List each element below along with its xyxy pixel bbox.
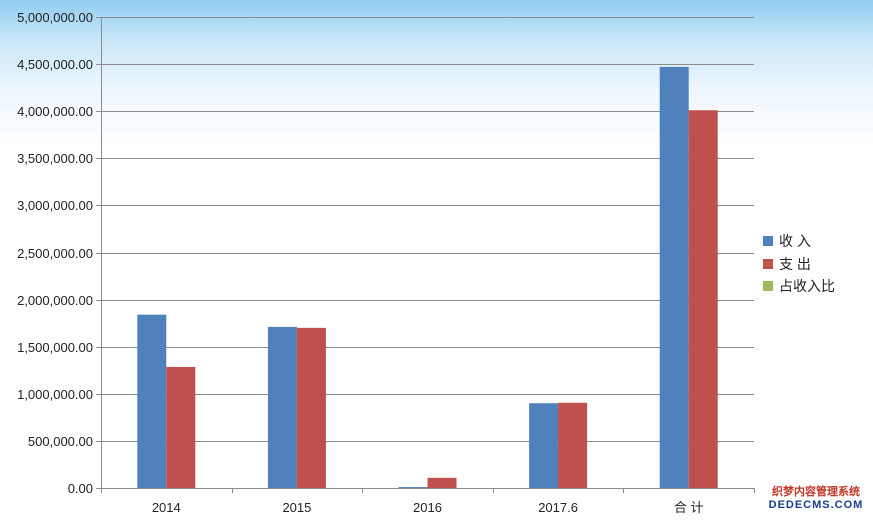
y-axis-ticks: 0.00 500,000.00 1,000,000.00 1,500,000.00 2,… xyxy=(17,10,101,496)
legend-label-income: 收 入 xyxy=(779,233,811,250)
y-tick-label: 5,000,000.00 xyxy=(17,10,93,25)
legend-swatch-ratio xyxy=(763,281,773,292)
bar-income xyxy=(529,403,559,488)
bar-expense xyxy=(427,477,457,488)
bar-expense xyxy=(296,327,326,488)
legend: 收 入 支 出 占收入比 xyxy=(763,230,835,298)
legend-swatch-expense xyxy=(763,258,773,269)
watermark-line2: DEDECMS.COM xyxy=(768,499,864,511)
x-tick-label: 2016 xyxy=(413,500,442,515)
y-tick-label: 2,000,000.00 xyxy=(17,293,93,308)
bar-expense xyxy=(558,402,588,488)
y-tick-label: 2,500,000.00 xyxy=(17,246,93,261)
legend-item-expense: 支 出 xyxy=(763,253,835,276)
legend-item-income: 收 入 xyxy=(763,230,835,253)
legend-label-expense: 支 出 xyxy=(779,255,811,272)
bar-income xyxy=(267,326,297,488)
y-tick-label: 1,500,000.00 xyxy=(17,340,93,355)
axes xyxy=(101,17,754,489)
legend-item-ratio: 占收入比 xyxy=(763,275,835,298)
y-tick-label: 4,000,000.00 xyxy=(17,104,93,119)
bars xyxy=(137,66,718,489)
bar-income xyxy=(659,66,689,489)
legend-label-ratio: 占收入比 xyxy=(779,278,835,295)
x-tick-label: 合 计 xyxy=(674,500,704,515)
x-tick-label: 2015 xyxy=(282,500,311,515)
legend-swatch-income xyxy=(763,236,773,247)
y-tick-label: 4,500,000.00 xyxy=(17,57,93,72)
x-tick-label: 2017.6 xyxy=(538,500,578,515)
bar-expense xyxy=(166,366,196,488)
bar-income xyxy=(137,314,167,488)
y-tick-label: 3,000,000.00 xyxy=(17,198,93,213)
gridlines xyxy=(101,17,754,442)
y-tick-label: 3,500,000.00 xyxy=(17,151,93,166)
y-tick-label: 500,000.00 xyxy=(28,434,93,449)
x-tick-label: 2014 xyxy=(152,500,181,515)
watermark: 织梦内容管理系统 DEDECMS.COM xyxy=(762,486,870,512)
bar-expense xyxy=(688,110,718,489)
bar-income xyxy=(398,487,428,488)
y-tick-label: 0.00 xyxy=(68,481,93,496)
x-axis-ticks: 2014 2015 2016 2017.6 合 计 xyxy=(101,488,755,515)
watermark-line1: 织梦内容管理系统 xyxy=(772,486,860,498)
y-tick-label: 1,000,000.00 xyxy=(17,387,93,402)
